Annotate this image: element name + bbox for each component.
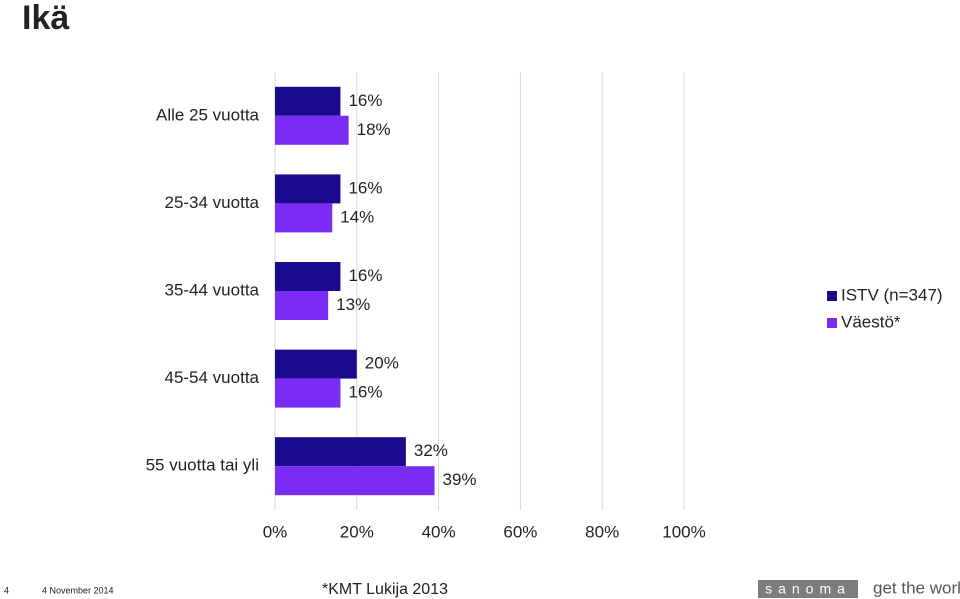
- data-label: 13%: [336, 295, 370, 314]
- slide-title: Ikä: [22, 0, 69, 37]
- y-tick-label: 55 vuotta tai yli: [146, 456, 259, 475]
- legend-swatch: [827, 318, 837, 328]
- legend-label: ISTV (n=347): [841, 285, 943, 304]
- y-tick-label: Alle 25 vuotta: [156, 105, 260, 124]
- source: *KMT Lukija 2013: [322, 581, 448, 598]
- y-tick-label: 25-34 vuotta: [164, 193, 259, 212]
- data-label: 39%: [443, 470, 477, 489]
- data-label: 14%: [340, 207, 374, 226]
- bar: [275, 86, 341, 116]
- x-tick-label: 40%: [422, 522, 456, 541]
- date: 4 November 2014: [42, 585, 114, 595]
- bar: [275, 262, 341, 291]
- x-tick-label: 100%: [662, 522, 705, 541]
- legend-swatch: [827, 291, 837, 301]
- bar: [275, 466, 435, 496]
- bar: [275, 378, 341, 408]
- data-label: 16%: [348, 266, 382, 285]
- x-tick-label: 20%: [340, 522, 374, 541]
- data-label: 18%: [357, 120, 391, 139]
- bar: [275, 437, 406, 467]
- bar: [275, 174, 341, 204]
- data-label: 16%: [348, 383, 382, 402]
- page-number: 4: [4, 585, 9, 595]
- data-label: 20%: [365, 354, 399, 373]
- bar: [275, 291, 329, 320]
- data-label: 16%: [348, 178, 382, 197]
- bar: [275, 349, 357, 379]
- data-label: 16%: [348, 91, 382, 110]
- tagline: get the world: [873, 578, 960, 597]
- logo: sanoma: [765, 581, 851, 597]
- x-tick-label: 80%: [585, 522, 619, 541]
- x-tick-label: 0%: [263, 522, 288, 541]
- bar: [275, 115, 349, 145]
- data-label: 32%: [414, 441, 448, 460]
- bar: [275, 203, 333, 233]
- y-tick-label: 45-54 vuotta: [164, 368, 259, 387]
- logo-box: [758, 580, 858, 598]
- x-tick-label: 60%: [503, 522, 537, 541]
- legend-label: Väestö*: [841, 312, 901, 331]
- y-tick-label: 35-44 vuotta: [164, 280, 259, 299]
